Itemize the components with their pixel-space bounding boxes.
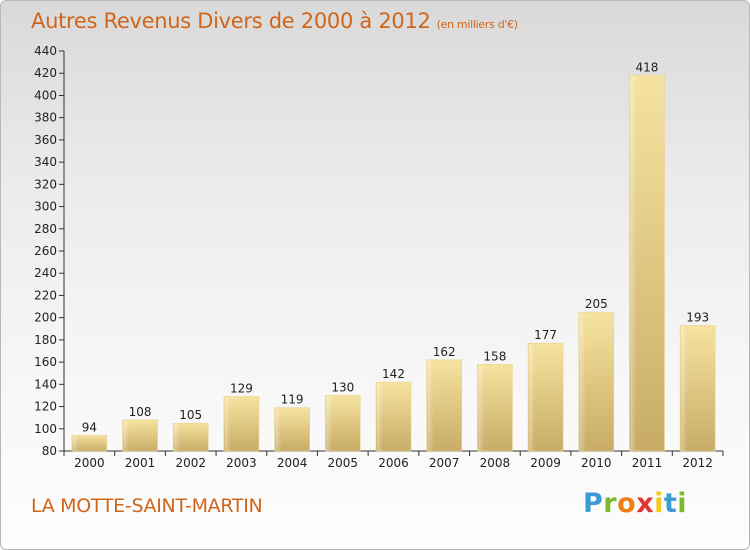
x-tick-label: 2004 xyxy=(277,456,308,470)
logo-letter: i xyxy=(677,488,688,519)
logo-letter: r xyxy=(603,488,618,519)
y-tick-label: 320 xyxy=(34,177,57,191)
data-label: 418 xyxy=(636,60,659,74)
logo-letter: P xyxy=(583,488,604,519)
bar-highlight xyxy=(427,360,434,451)
bar-highlight xyxy=(478,365,485,451)
bar-highlight xyxy=(377,383,383,451)
y-tick-label: 420 xyxy=(34,66,57,80)
y-tick-label: 440 xyxy=(34,44,57,58)
y-tick-label: 300 xyxy=(34,200,57,214)
data-label: 162 xyxy=(433,345,456,359)
y-tick-label: 180 xyxy=(34,333,57,347)
x-tick-label: 2005 xyxy=(328,456,359,470)
data-label: 205 xyxy=(585,297,608,311)
chart-bars: 94 108 105 129 119 130 142 162 158 177 205 418 193 xyxy=(71,60,716,452)
bar-highlight xyxy=(275,408,282,451)
x-tick-label: 2012 xyxy=(682,456,713,470)
logo-letter: x xyxy=(636,488,655,519)
data-label: 108 xyxy=(129,405,152,419)
x-tick-label: 2000 xyxy=(74,456,105,470)
data-label: 129 xyxy=(230,382,253,396)
y-tick-label: 220 xyxy=(34,288,57,302)
x-tick-label: 2008 xyxy=(480,456,511,470)
x-tick-label: 2007 xyxy=(429,456,460,470)
bar-highlight xyxy=(579,313,586,451)
data-label: 130 xyxy=(331,380,354,394)
bar-highlight xyxy=(123,420,130,451)
bar-highlight xyxy=(529,344,536,451)
logo-letter: t xyxy=(663,488,678,519)
y-tick-label: 80 xyxy=(42,444,57,458)
bar xyxy=(71,435,108,452)
y-tick-label: 360 xyxy=(34,133,57,147)
x-tick-label: 2011 xyxy=(632,456,663,470)
logo-letter: o xyxy=(617,488,637,519)
chart-axes: 80 100 120 140 160 180 200 220 240 260 280 300 320 34… xyxy=(34,44,724,470)
y-tick-label: 340 xyxy=(34,155,57,169)
chart-title-main: Autres Revenus Divers de 2000 à 2012 xyxy=(31,9,431,33)
x-tick-label: 2006 xyxy=(378,456,409,470)
data-label: 177 xyxy=(534,328,557,342)
y-tick-label: 160 xyxy=(34,355,57,369)
bar-highlight xyxy=(174,424,181,451)
bar-highlight xyxy=(326,396,333,451)
bar-highlight xyxy=(72,436,79,451)
y-tick-label: 400 xyxy=(34,88,57,102)
y-tick-label: 140 xyxy=(34,377,57,391)
x-tick-label: 2009 xyxy=(530,456,561,470)
data-label: 105 xyxy=(179,408,202,422)
y-tick-label: 380 xyxy=(34,111,57,125)
logo-letter: i xyxy=(654,488,664,519)
proxiti-logo: Proxiti xyxy=(583,488,687,519)
y-tick-label: 120 xyxy=(34,400,57,414)
bar-highlight xyxy=(630,76,637,451)
y-tick-label: 100 xyxy=(34,422,57,436)
chart-title: Autres Revenus Divers de 2000 à 2012 (en … xyxy=(31,9,518,33)
data-label: 94 xyxy=(82,420,97,434)
data-label: 158 xyxy=(483,349,506,363)
x-tick-label: 2002 xyxy=(175,456,206,470)
bar-highlight xyxy=(681,326,688,451)
y-tick-label: 200 xyxy=(34,311,57,325)
x-tick-label: 2010 xyxy=(581,456,612,470)
y-tick-label: 280 xyxy=(34,222,57,236)
x-tick-label: 2001 xyxy=(125,456,156,470)
chart-title-unit: (en milliers d'€) xyxy=(436,18,518,31)
data-label: 193 xyxy=(686,310,709,324)
y-tick-label: 260 xyxy=(34,244,57,258)
bar-highlight xyxy=(224,397,231,451)
x-tick-label: 2003 xyxy=(226,456,257,470)
data-label: 119 xyxy=(281,393,304,407)
place-name: LA MOTTE-SAINT-MARTIN xyxy=(31,495,263,517)
data-label: 142 xyxy=(382,367,405,381)
y-tick-label: 240 xyxy=(34,266,57,280)
